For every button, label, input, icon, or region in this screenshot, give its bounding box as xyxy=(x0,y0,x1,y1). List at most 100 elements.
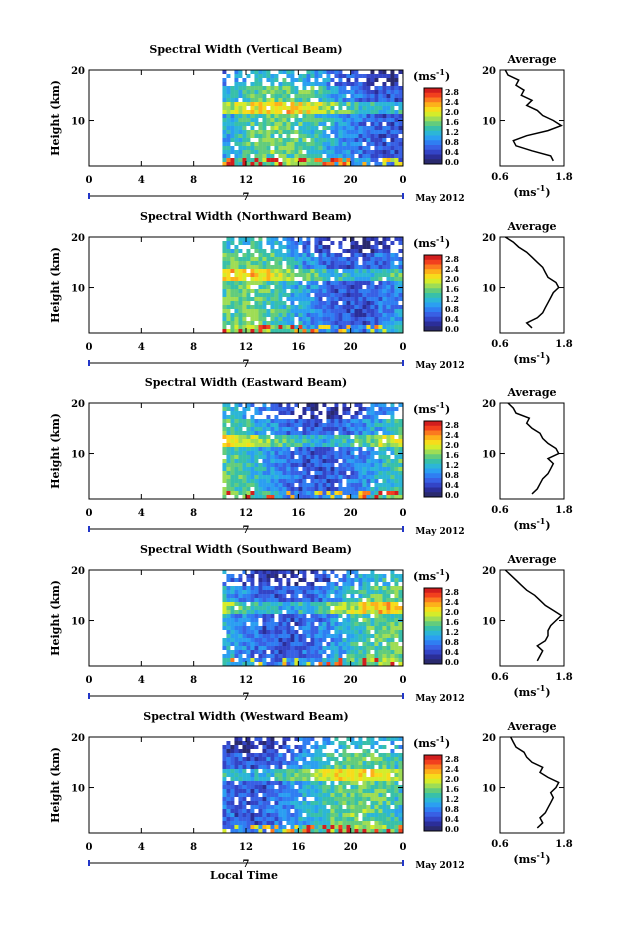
heatmap-cell xyxy=(290,459,295,463)
heatmap-cell xyxy=(366,479,371,483)
heatmap-cell xyxy=(326,419,331,423)
heatmap-cell xyxy=(222,662,227,666)
heatmap-cell xyxy=(230,757,235,761)
heatmap-cell xyxy=(362,463,367,467)
heatmap-cell xyxy=(254,586,259,590)
heatmap-cell xyxy=(222,82,227,86)
heatmap-cell xyxy=(342,419,347,423)
heatmap-cell xyxy=(282,626,287,630)
heatmap-cell xyxy=(338,606,343,610)
heatmap-cell xyxy=(254,471,259,475)
heatmap-cell xyxy=(326,122,331,126)
heatmap-cell xyxy=(234,237,239,241)
heatmap-cell xyxy=(250,630,255,634)
heatmap-cell xyxy=(306,329,311,333)
heatmap-cell xyxy=(270,110,275,114)
heatmap-cell xyxy=(282,301,287,305)
heatmap-cell xyxy=(250,737,255,741)
heatmap-cell xyxy=(310,435,315,439)
heatmap-cell xyxy=(230,467,235,471)
heatmap-cell xyxy=(354,443,359,447)
heatmap-cell xyxy=(382,439,387,443)
heatmap-cell xyxy=(254,86,259,90)
heatmap-cell xyxy=(370,455,375,459)
heatmap-cell xyxy=(286,158,291,162)
heatmap-cell xyxy=(354,98,359,102)
heatmap-cell xyxy=(358,297,363,301)
heatmap-cell xyxy=(310,142,315,146)
heatmap-cell xyxy=(258,578,263,582)
heatmap-cell xyxy=(274,130,279,134)
heatmap-cell xyxy=(234,598,239,602)
heatmap-cell xyxy=(322,253,327,257)
heatmap-cell xyxy=(338,638,343,642)
heatmap-cell xyxy=(374,269,379,273)
heatmap-cell xyxy=(222,110,227,114)
heatmap-cell xyxy=(246,403,251,407)
heatmap-cell xyxy=(254,765,259,769)
heatmap-cell xyxy=(286,491,291,495)
heatmap-cell xyxy=(362,245,367,249)
heatmap-cell xyxy=(282,150,287,154)
heatmap-cell xyxy=(282,118,287,122)
heatmap-cell xyxy=(262,590,267,594)
heatmap-cell xyxy=(266,273,271,277)
heatmap-cell xyxy=(230,285,235,289)
heatmap-cell xyxy=(342,610,347,614)
heatmap-cell xyxy=(290,289,295,293)
heatmap-cell xyxy=(374,241,379,245)
heatmap-cell xyxy=(238,313,243,317)
heatmap-cell xyxy=(246,570,251,574)
heatmap-cell xyxy=(266,447,271,451)
heatmap-cell xyxy=(350,134,355,138)
heatmap-cell xyxy=(274,297,279,301)
heatmap-cell xyxy=(398,98,403,102)
heatmap-cell xyxy=(254,745,259,749)
heatmap-cell xyxy=(390,313,395,317)
heatmap-cell xyxy=(346,74,351,78)
heatmap-cell xyxy=(226,78,231,82)
heatmap-cell xyxy=(350,415,355,419)
heatmap-cell xyxy=(382,321,387,325)
heatmap-cell xyxy=(390,614,395,618)
heatmap-cell xyxy=(274,134,279,138)
heatmap-cell xyxy=(390,90,395,94)
heatmap-cell xyxy=(290,98,295,102)
heatmap-cell xyxy=(234,630,239,634)
heatmap-cell xyxy=(238,293,243,297)
heatmap-cell xyxy=(354,297,359,301)
heatmap-cell xyxy=(334,431,339,435)
heatmap-cell xyxy=(338,598,343,602)
heatmap-cell xyxy=(234,586,239,590)
heatmap-cell xyxy=(390,638,395,642)
heatmap-cell xyxy=(398,142,403,146)
heatmap-cell xyxy=(342,297,347,301)
heatmap-cell xyxy=(222,757,227,761)
colorbar-tick-label: 0.8 xyxy=(445,304,459,314)
heatmap-cell xyxy=(286,90,291,94)
heatmap-cell xyxy=(262,483,267,487)
heatmap-cell xyxy=(310,471,315,475)
heatmap-cell xyxy=(234,654,239,658)
heatmap-cell xyxy=(326,138,331,142)
heatmap-cell xyxy=(342,309,347,313)
heatmap-cell xyxy=(354,614,359,618)
heatmap-cell xyxy=(258,586,263,590)
heatmap-cell xyxy=(338,309,343,313)
heatmap-cell xyxy=(334,626,339,630)
heatmap-cell xyxy=(314,158,319,162)
heatmap-cell xyxy=(342,74,347,78)
heatmap-cell xyxy=(262,654,267,658)
heatmap-cell xyxy=(250,435,255,439)
heatmap-cell xyxy=(266,614,271,618)
heatmap-cell xyxy=(378,134,383,138)
heatmap-cell xyxy=(350,455,355,459)
colorbar-swatch xyxy=(424,430,442,436)
heatmap-cell xyxy=(250,487,255,491)
heatmap-cell xyxy=(246,329,251,333)
heatmap-cell xyxy=(334,253,339,257)
heatmap-cell xyxy=(398,325,403,329)
heatmap-cell xyxy=(250,114,255,118)
heatmap-cell xyxy=(298,439,303,443)
heatmap-cell xyxy=(246,658,251,662)
